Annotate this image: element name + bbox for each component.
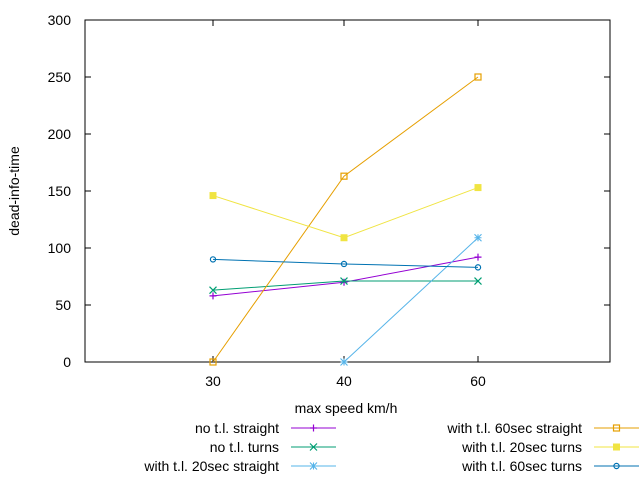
legend-item: no t.l. turns: [210, 439, 336, 455]
square-marker: [612, 424, 621, 432]
y-tick-label: 100: [48, 240, 72, 256]
y-tick-label: 150: [48, 183, 72, 199]
star-marker: [340, 358, 348, 366]
cross-marker: [474, 277, 482, 285]
legend-label: no t.l. straight: [195, 420, 279, 436]
square-marker: [209, 358, 217, 366]
series-2: [340, 233, 482, 366]
legend-label: with t.l. 20sec straight: [143, 458, 279, 474]
square-marker: [340, 172, 348, 180]
y-tick-label: 0: [63, 354, 71, 370]
series-3: [209, 73, 482, 366]
cross-marker: [209, 286, 217, 295]
series-line: [212, 256, 479, 297]
y-tick-label: 250: [48, 69, 72, 85]
star-marker: [309, 462, 318, 470]
series-1: [209, 277, 482, 295]
legend-item: no t.l. straight: [195, 420, 336, 436]
plus-marker: [209, 292, 217, 300]
y-tick-label: 50: [55, 297, 71, 313]
plot-frame: [84, 19, 611, 363]
legend-label: with t.l. 60sec straight: [446, 420, 582, 436]
x-tick-label: 40: [336, 373, 352, 389]
x-axis: 30 40 60: [205, 20, 486, 389]
circle-marker: [613, 462, 620, 470]
series-5: [209, 256, 482, 271]
filled-square-marker: [613, 443, 620, 451]
plus-marker: [310, 424, 317, 432]
legend-label: with t.l. 60sec turns: [461, 458, 582, 474]
x-tick-label: 30: [205, 373, 221, 389]
legend-item: with t.l. 60sec straight: [446, 420, 639, 436]
series-line: [212, 76, 479, 363]
legend-item: with t.l. 20sec straight: [143, 458, 336, 474]
series-line: [212, 187, 479, 239]
cross-marker: [309, 443, 318, 451]
plus-marker: [340, 278, 348, 286]
y-tick-label: 200: [48, 126, 72, 142]
plus-marker: [474, 253, 482, 261]
legend-label: with t.l. 20sec turns: [461, 439, 582, 455]
star-marker: [474, 233, 482, 242]
series-layer: [209, 73, 482, 366]
series-4: [209, 184, 482, 242]
series-line: [212, 258, 479, 268]
y-axis: 0 50 100 150 200 250 300: [48, 12, 610, 370]
series-0: [209, 253, 482, 300]
y-axis-label: dead-info-time: [6, 146, 22, 236]
series-line: [343, 237, 479, 363]
legend-label: no t.l. turns: [210, 439, 279, 455]
legend-item: with t.l. 60sec turns: [461, 458, 639, 474]
legend: no t.l. straight no t.l. turns with t.l. 2…: [143, 420, 639, 474]
square-marker: [474, 73, 482, 81]
filled-square-marker: [474, 184, 482, 192]
legend-item: with t.l. 20sec turns: [461, 439, 639, 455]
y-tick-label: 300: [48, 12, 72, 28]
x-tick-label: 60: [470, 373, 486, 389]
filled-square-marker: [209, 192, 217, 200]
circle-marker: [209, 256, 217, 263]
filled-square-marker: [340, 234, 348, 242]
circle-marker: [340, 260, 348, 268]
x-axis-label: max speed km/h: [295, 400, 398, 416]
circle-marker: [474, 264, 482, 271]
cross-marker: [340, 277, 348, 285]
